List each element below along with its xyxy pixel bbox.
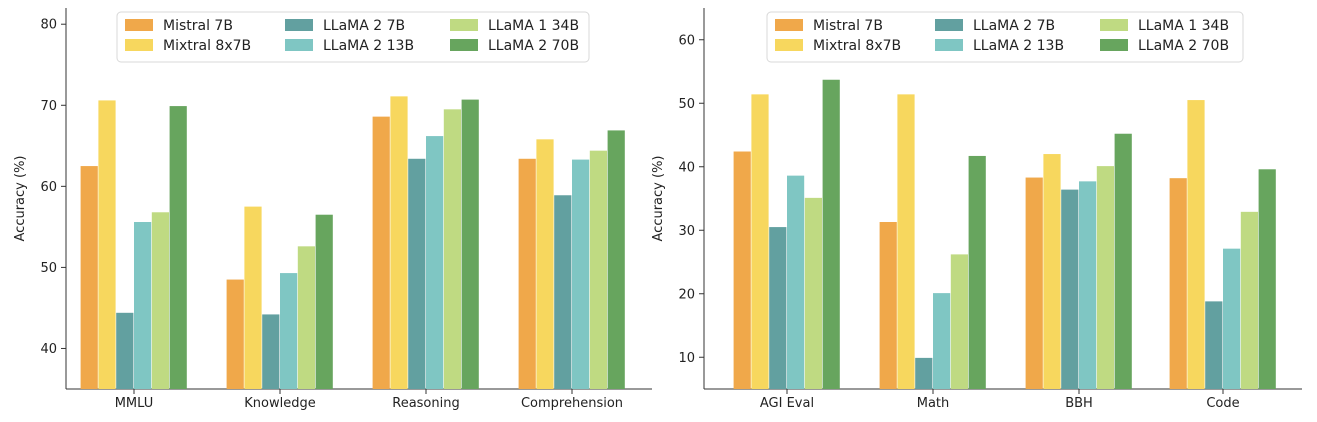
legend-swatch (1100, 39, 1128, 51)
x-tick-label: MMLU (115, 396, 154, 411)
y-tick-label: 60 (40, 180, 57, 195)
legend-label: LLaMA 1 34B (488, 18, 579, 34)
legend-swatch (125, 39, 153, 51)
legend-label: Mistral 7B (813, 18, 883, 34)
bar (1187, 100, 1205, 389)
bar (1223, 248, 1241, 389)
bar (151, 212, 169, 389)
x-tick-label: Comprehension (521, 396, 623, 411)
x-tick-label: AGI Eval (760, 396, 814, 411)
bar (1061, 189, 1079, 389)
legend-label: LLaMA 2 70B (1138, 38, 1229, 54)
bar (897, 94, 915, 390)
bar (134, 222, 152, 389)
chart-panel-2: 10 20 30 40 50 60 Accuracy (%) AGI Eval Math BBH C… (651, 8, 1302, 411)
legend-swatch (450, 19, 478, 31)
legend-swatch (935, 39, 963, 51)
y-tick-label: 50 (40, 261, 57, 276)
y-tick-label: 60 (678, 33, 695, 48)
bar (297, 246, 315, 389)
legend: Mistral 7B Mixtral 8x7B LLaMA 2 7B LLaMA 2 … (116, 11, 590, 63)
y-tick-label: 40 (678, 160, 695, 175)
bar (226, 279, 244, 389)
legend-swatch (285, 39, 313, 51)
bar (1169, 178, 1187, 389)
legend-label: Mistral 7B (163, 18, 233, 34)
bar (262, 314, 280, 389)
legend-label: LLaMA 2 7B (323, 18, 405, 34)
bar (443, 109, 461, 389)
legend-swatch (450, 39, 478, 51)
bar (98, 100, 116, 389)
legend-label: LLaMA 1 34B (1138, 18, 1229, 34)
bar (80, 166, 98, 389)
bar (1205, 301, 1223, 389)
bar (536, 139, 554, 389)
bar (950, 254, 968, 389)
bar (244, 206, 262, 389)
bar (607, 130, 625, 389)
bar (572, 159, 590, 389)
bar (1043, 154, 1061, 389)
y-axis-label: Accuracy (%) (13, 156, 28, 242)
y-tick-label: 80 (40, 18, 57, 33)
legend-label: Mixtral 8x7B (813, 38, 901, 54)
bar (915, 357, 933, 389)
bar (822, 79, 840, 389)
legend-label: Mixtral 8x7B (163, 38, 251, 54)
legend: Mistral 7B Mixtral 8x7B LLaMA 2 7B LLaMA 2 … (766, 11, 1244, 63)
y-axis-label: Accuracy (%) (651, 156, 666, 242)
legend-swatch (1100, 19, 1128, 31)
y-tick-label: 40 (40, 342, 57, 357)
y-tick-label: 30 (678, 224, 695, 239)
x-tick-label: Knowledge (244, 396, 315, 411)
bar (315, 214, 333, 389)
bar (116, 312, 134, 389)
bar (280, 273, 298, 389)
bar (461, 99, 479, 389)
legend-swatch (935, 19, 963, 31)
legend-label: LLaMA 2 70B (488, 38, 579, 54)
bar (933, 293, 951, 389)
y-tick-label: 70 (40, 99, 57, 114)
y-tick-label: 20 (678, 287, 695, 302)
legend-label: LLaMA 2 13B (973, 38, 1064, 54)
bar (518, 158, 536, 389)
bar (554, 195, 572, 389)
x-tick-label: BBH (1065, 396, 1093, 411)
bar (733, 151, 751, 389)
bar (1025, 177, 1043, 389)
bar (169, 106, 187, 389)
legend-swatch (285, 19, 313, 31)
bar (968, 155, 986, 389)
bar (751, 94, 769, 390)
bar (1240, 211, 1258, 389)
x-tick-label: Code (1206, 396, 1239, 411)
bar (589, 150, 607, 389)
legend-swatch (775, 19, 803, 31)
y-tick-label: 10 (678, 351, 695, 366)
legend-swatch (775, 39, 803, 51)
bar (1079, 181, 1097, 389)
bar (408, 158, 426, 389)
chart-panel-1: 40 50 60 70 80 Accuracy (%) MMLU Knowledge Reaso… (13, 8, 652, 411)
bar (372, 116, 390, 389)
bar (804, 197, 822, 389)
bar (769, 227, 787, 389)
bar (1258, 169, 1276, 389)
x-tick-label: Reasoning (392, 396, 459, 411)
bar (1096, 166, 1114, 389)
bar (787, 175, 805, 389)
bar (1114, 133, 1132, 389)
bar (879, 222, 897, 389)
legend-swatch (125, 19, 153, 31)
y-tick-label: 50 (678, 97, 695, 112)
legend-label: LLaMA 2 13B (323, 38, 414, 54)
bar (426, 136, 444, 389)
x-tick-label: Math (917, 396, 950, 411)
legend-label: LLaMA 2 7B (973, 18, 1055, 34)
bar (390, 96, 408, 390)
